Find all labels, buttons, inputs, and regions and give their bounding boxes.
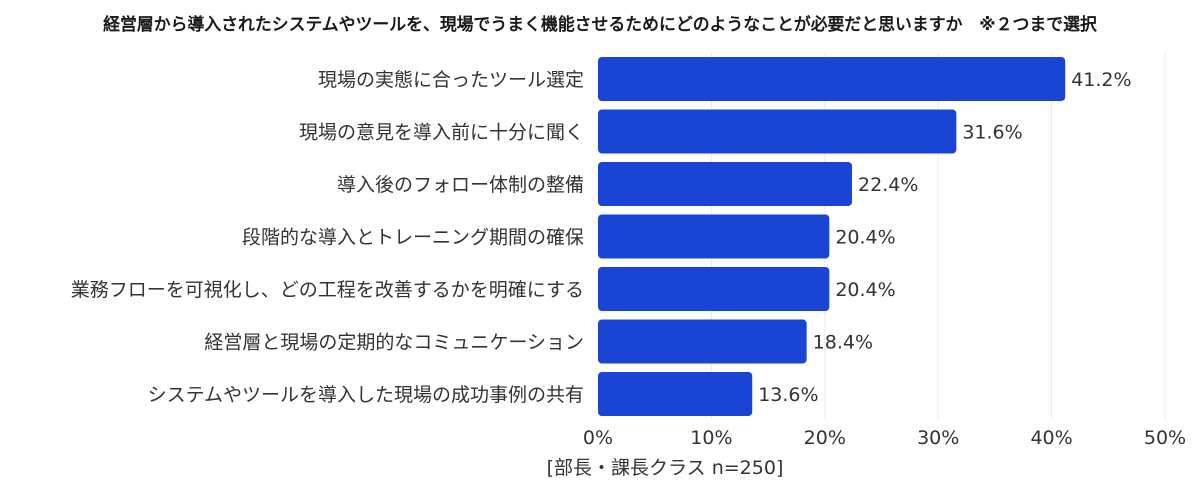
x-tick-label: 50% [1144, 427, 1186, 449]
chart-title: 経営層から導入されたシステムやツールを、現場でうまく機能させるためにどのようなこ… [103, 15, 1097, 35]
bar [598, 214, 830, 259]
x-tick-label: 40% [1030, 427, 1072, 449]
x-axis-ticks: 0% 10% 20% 30% 40% 50% [583, 427, 1186, 449]
x-tick-label: 30% [917, 427, 959, 449]
x-axis-title: [部長・課長クラス n=250] [547, 457, 784, 479]
category-label: システムやツールを導入した現場の成功事例の共有 [148, 384, 584, 406]
value-label: 20.4% [835, 227, 895, 249]
bar [598, 267, 830, 311]
category-label: 経営層と現場の定期的なコミュニケーション [204, 332, 584, 354]
x-tick-label: 10% [690, 427, 732, 449]
value-labels: 41.2% 31.6% 22.4% 20.4% 20.4% 18.4% 13.6% [758, 69, 1131, 406]
x-tick-label: 0% [583, 427, 613, 449]
value-label: 41.2% [1071, 69, 1131, 91]
category-label: 段階的な導入とトレーニング期間の確保 [242, 227, 584, 249]
category-label: 業務フローを可視化し、どの工程を改善するかを明確にする [71, 279, 584, 301]
value-label: 18.4% [813, 332, 873, 354]
bars [598, 57, 1066, 416]
bar [598, 162, 853, 206]
category-label: 導入後のフォロー体制の整備 [337, 174, 584, 196]
bar [598, 319, 807, 364]
value-label: 22.4% [858, 174, 918, 196]
value-label: 31.6% [962, 122, 1022, 144]
category-label: 現場の実態に合ったツール選定 [318, 69, 584, 91]
x-tick-label: 20% [804, 427, 846, 449]
bar [598, 109, 957, 154]
category-label: 現場の意見を導入前に十分に聞く [299, 122, 584, 144]
bar [598, 57, 1066, 101]
value-label: 13.6% [758, 384, 818, 406]
value-label: 20.4% [835, 279, 895, 301]
category-labels: 現場の実態に合ったツール選定現場の意見を導入前に十分に聞く導入後のフォロー体制の… [71, 69, 584, 406]
bar [598, 372, 753, 416]
